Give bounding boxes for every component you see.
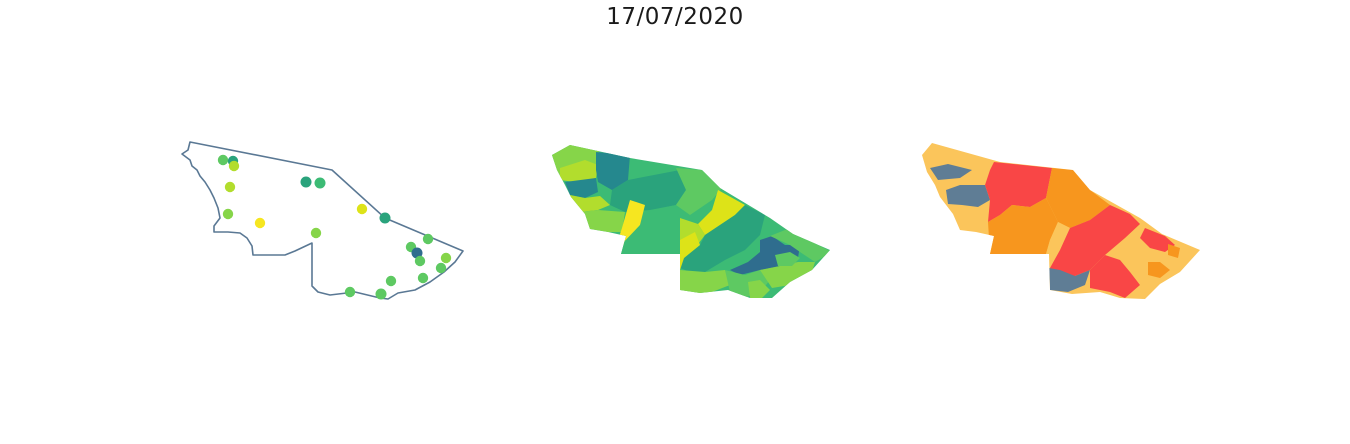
city-point xyxy=(417,272,429,284)
region xyxy=(676,168,722,215)
region xyxy=(1140,228,1175,252)
city-point xyxy=(440,252,452,264)
region xyxy=(596,152,630,190)
region xyxy=(946,185,990,207)
region xyxy=(620,205,690,254)
region xyxy=(1090,255,1140,298)
city-point xyxy=(224,181,236,193)
region xyxy=(680,270,730,294)
region xyxy=(698,190,745,235)
city-point xyxy=(356,203,368,215)
city-point xyxy=(379,212,391,224)
region xyxy=(610,170,686,212)
region xyxy=(988,198,1058,254)
region xyxy=(748,280,770,298)
state-outline xyxy=(181,141,464,300)
city-point xyxy=(411,247,423,259)
city-point xyxy=(422,233,434,245)
risk-choropleth xyxy=(922,143,1200,299)
region xyxy=(1168,244,1180,258)
city-point xyxy=(414,255,426,267)
region xyxy=(1049,268,1090,292)
region xyxy=(730,236,800,275)
city-point xyxy=(300,176,312,188)
region xyxy=(1148,262,1170,278)
region xyxy=(985,162,1052,222)
region xyxy=(775,252,800,266)
region xyxy=(930,164,972,180)
region xyxy=(1046,168,1110,228)
point-map xyxy=(181,141,464,300)
region xyxy=(616,200,645,246)
region xyxy=(552,210,625,232)
city-point xyxy=(314,177,326,189)
region xyxy=(680,205,765,272)
city-point xyxy=(310,227,322,239)
region xyxy=(565,178,598,198)
city-point xyxy=(435,262,447,274)
city-point xyxy=(217,154,229,166)
viridis-choropleth xyxy=(552,145,830,298)
region xyxy=(1046,222,1070,254)
region xyxy=(680,232,700,290)
region xyxy=(560,160,598,182)
region xyxy=(1050,205,1140,276)
city-point xyxy=(375,288,387,300)
city-point xyxy=(222,208,234,220)
figure-title: 17/07/2020 xyxy=(606,4,744,30)
region xyxy=(770,228,830,262)
city-point xyxy=(344,286,356,298)
city-point xyxy=(228,160,240,172)
city-point xyxy=(254,217,266,229)
region xyxy=(760,262,815,288)
city-point xyxy=(385,275,397,287)
